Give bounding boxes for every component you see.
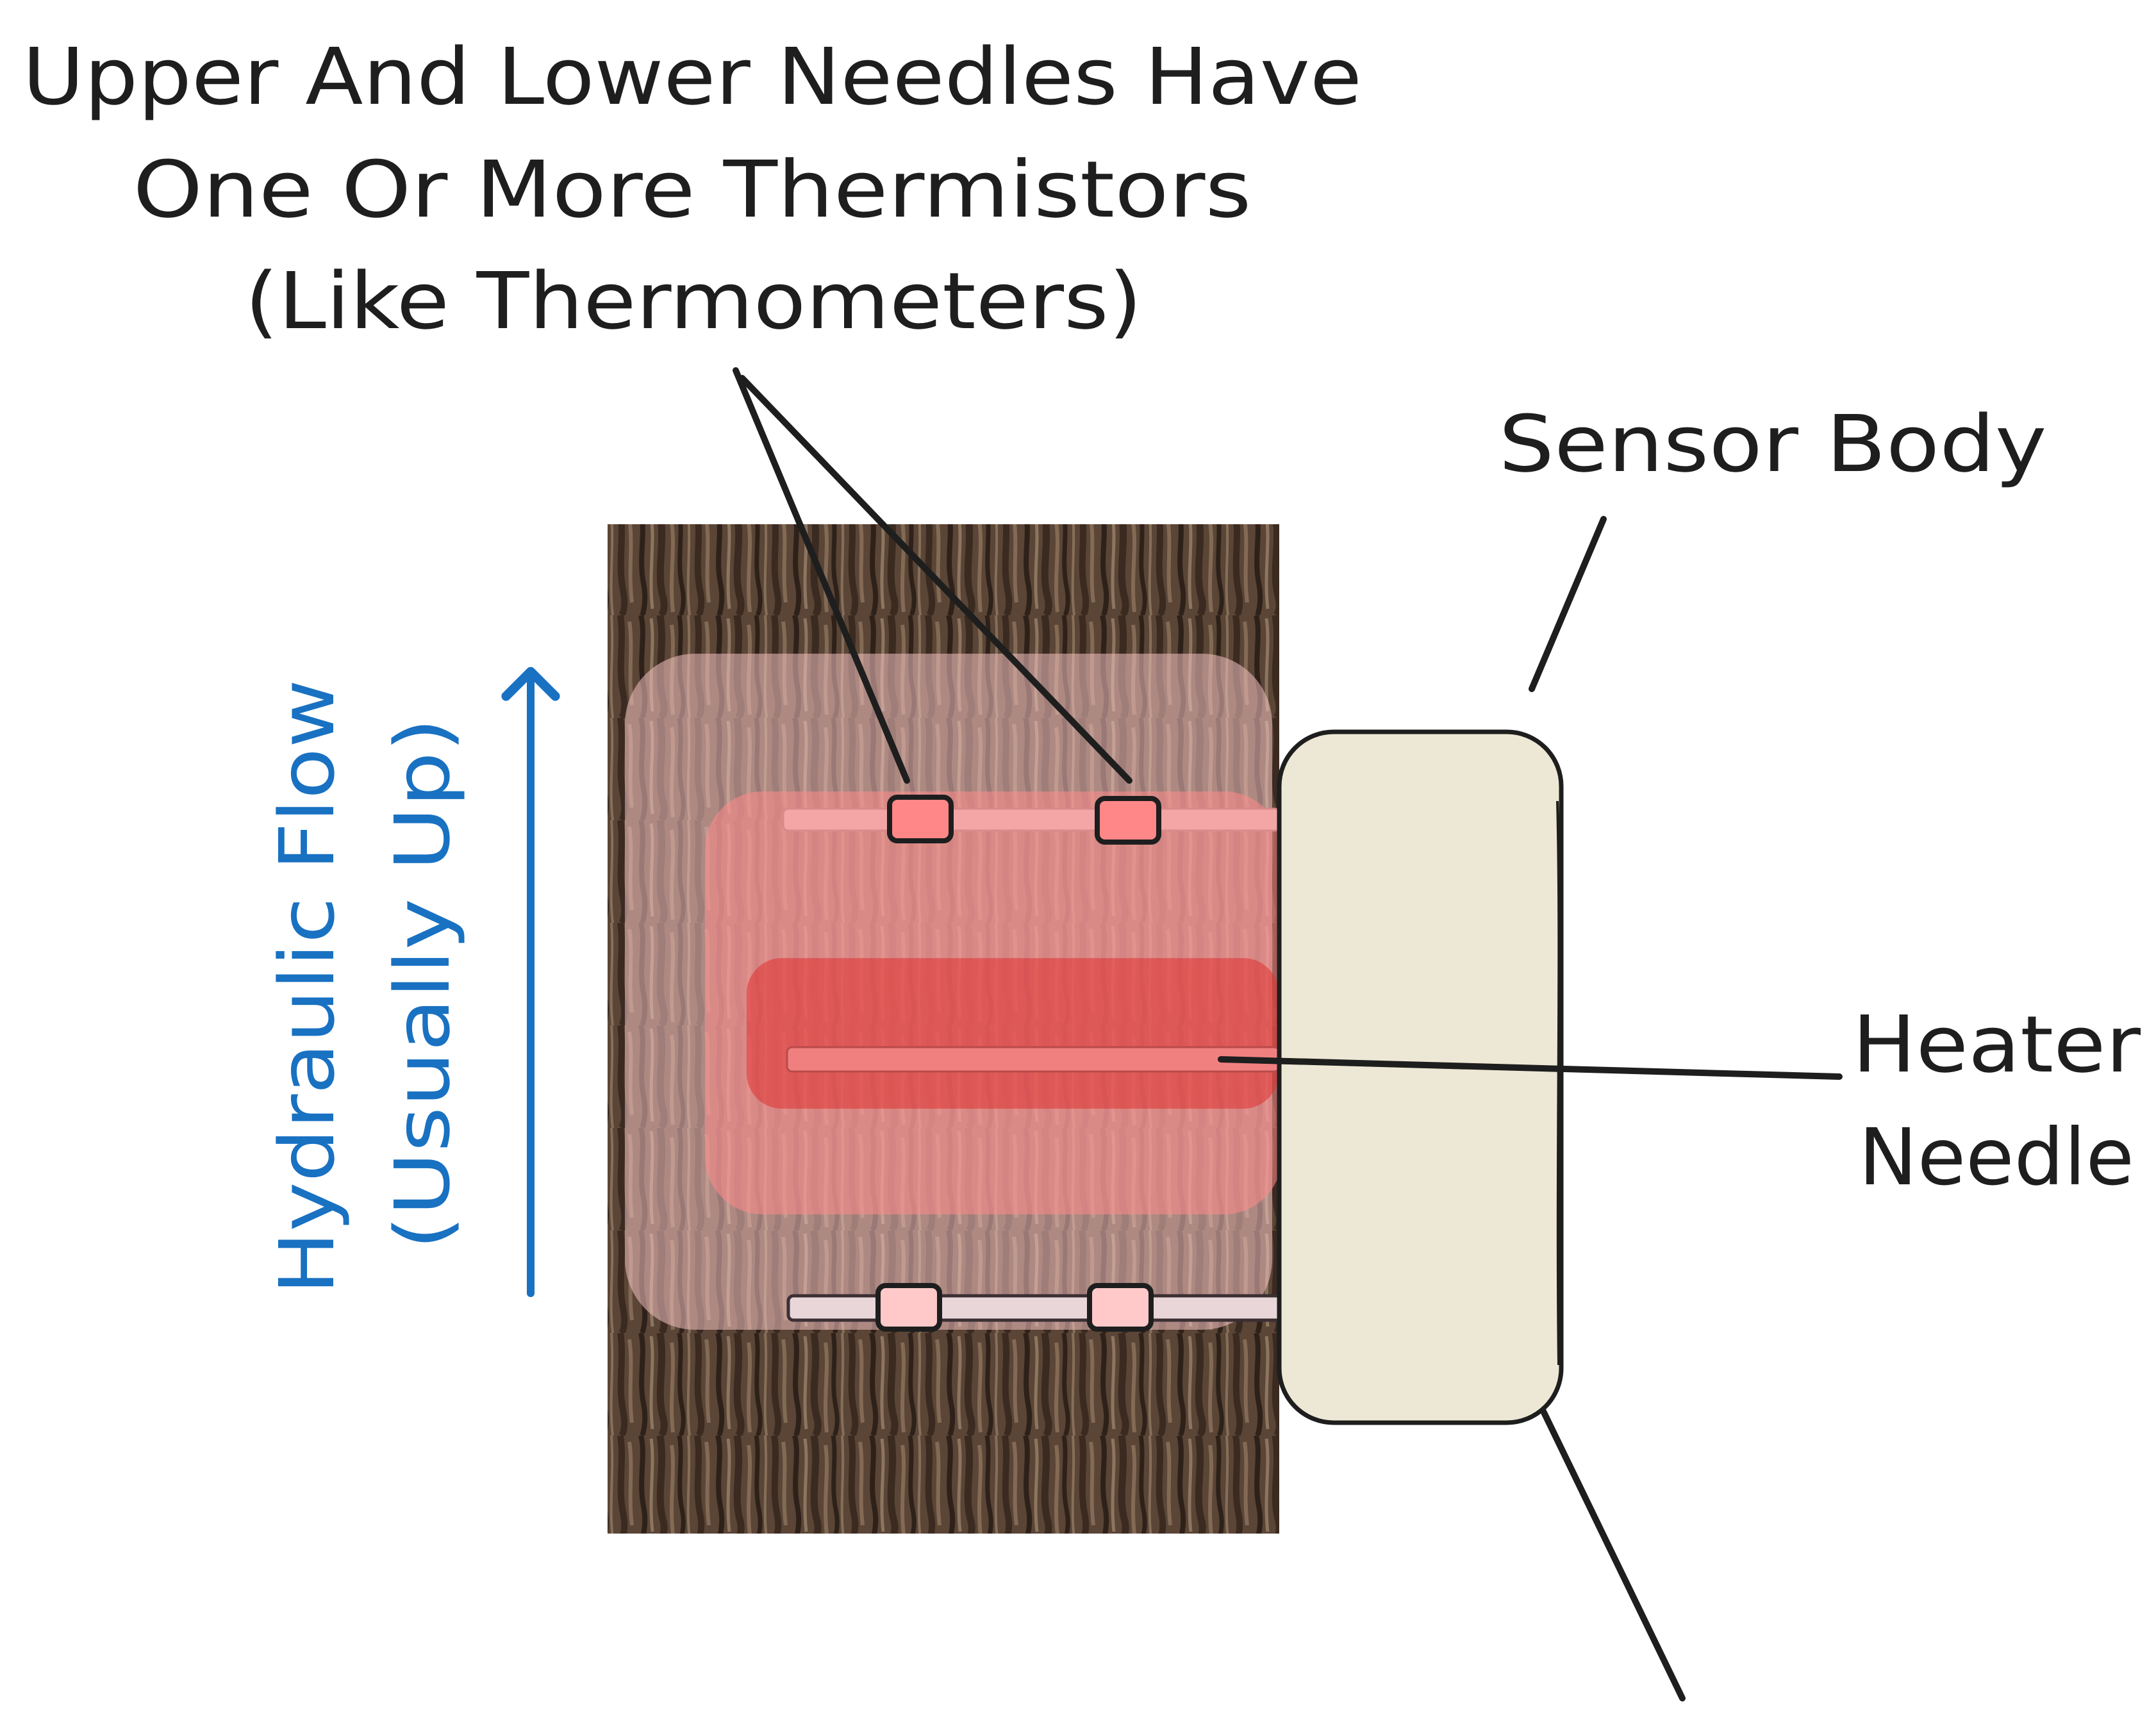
upper-thermistor-2 [1095, 796, 1161, 845]
callout-lines [733, 367, 1843, 1701]
lower-thermistor-2 [1087, 1283, 1154, 1332]
sensor-body-label: Sensor Body [1499, 399, 2047, 490]
heater-needle-shaft [786, 1046, 1281, 1073]
sensor-body [1277, 729, 1564, 1425]
sensor-body-callout-line [1529, 516, 1607, 692]
lower-thermistor-1 [875, 1283, 942, 1332]
thermistor-note: Upper And Lower Needles Have One Or More… [22, 31, 1362, 347]
heater-needle [786, 1046, 1281, 1073]
thermistor-callout-line-1 [733, 367, 910, 784]
lower-needle-shaft [786, 1294, 1284, 1322]
thermistor-note-line-2: One Or More Thermistors [133, 144, 1252, 235]
hydraulic-flow-label-line-1: Hydraulic Flow [263, 679, 351, 1295]
heater-needle-label: Heater Needle [1852, 999, 2141, 1203]
upper-thermistor-1 [887, 795, 954, 843]
heat-zones [625, 654, 1282, 1330]
sensor-body-box [1277, 729, 1564, 1425]
thermistor-note-line-1: Upper And Lower Needles Have [22, 31, 1362, 122]
cable-line [1540, 1408, 1686, 1701]
hydraulic-flow-label: Hydraulic Flow (Usually Up) [263, 679, 467, 1295]
heater-needle-callout-line [1218, 1056, 1843, 1080]
upper-needle [782, 795, 1281, 845]
thermistor-note-line-3: (Like Thermometers) [245, 256, 1142, 347]
heater-needle-label-line-2: Needle [1859, 1112, 2134, 1203]
hydraulic-flow-label-line-2: (Usually Up) [378, 718, 467, 1250]
heat-zone-core [747, 958, 1279, 1109]
thermistor-callout-line-2 [739, 375, 1132, 784]
heater-needle-label-line-1: Heater [1852, 999, 2141, 1090]
upper-needle-shaft [782, 807, 1281, 832]
